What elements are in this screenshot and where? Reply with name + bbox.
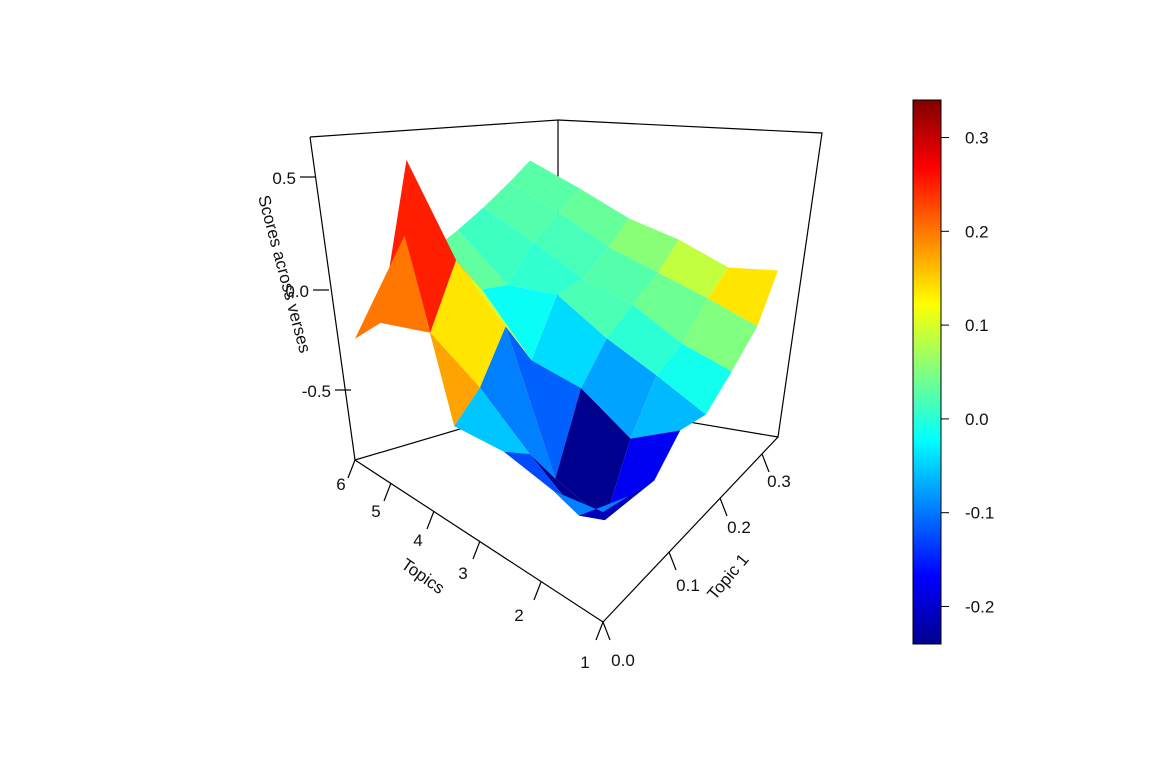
topic1-tick (602, 621, 611, 641)
surface-facet (582, 247, 659, 305)
surface-facet (707, 267, 778, 327)
topic1-axis-line (602, 436, 779, 623)
topics-tick-label: 4 (413, 531, 422, 550)
z-tick-label: 0.5 (272, 169, 296, 188)
surface-facet (457, 207, 534, 285)
topics-tick (533, 581, 542, 601)
surface-facet (555, 388, 631, 521)
surface-facet (507, 241, 583, 295)
surface-facet (531, 294, 607, 389)
z-tick-label: 0.0 (285, 282, 309, 301)
topic1-tick (761, 453, 770, 473)
colorbar-tick-label: 0.1 (965, 316, 989, 335)
surface-facet (606, 304, 683, 376)
colorbar-tick-label: 0.0 (965, 410, 989, 429)
surface-facet (479, 326, 556, 479)
box-front (354, 436, 779, 623)
surface-facet (604, 430, 681, 521)
topics-tick (426, 510, 435, 530)
surface-facet (454, 387, 530, 454)
surface-facet (505, 326, 582, 479)
topic1-tick-label: 0.3 (767, 472, 791, 491)
topics-tick-label: 1 (580, 653, 589, 672)
colorbar: 0.3 0.2 0.1 0.0 -0.1 -0.2 (912, 99, 994, 645)
surface-facet (553, 490, 629, 516)
topics-tick-label: 6 (336, 475, 345, 494)
topics-tick-label: 5 (371, 502, 380, 521)
topics-tick (472, 540, 481, 560)
topic1-tick-label: 0.1 (676, 576, 700, 595)
colorbar-tick-label: 0.2 (965, 222, 989, 241)
colorbar-tick-label: 0.3 (965, 129, 989, 148)
topic1-axis-title: Topic 1 (704, 550, 753, 603)
topics-tick (347, 459, 356, 479)
z-tick-label: -0.5 (302, 382, 331, 401)
surface-facet (533, 212, 609, 279)
surface-facet (559, 188, 630, 248)
colorbar-ticks: 0.3 0.2 0.1 0.0 -0.1 -0.2 (941, 129, 994, 616)
surface-facet (557, 278, 633, 339)
topics-tick-label: 2 (514, 606, 523, 625)
topics-tick (383, 482, 392, 502)
topics-tick-label: 3 (458, 564, 467, 583)
surface-facet (656, 343, 732, 415)
colorbar-gradient (912, 99, 942, 645)
surface-facet (456, 260, 532, 361)
topic1-tick-label: 0.0 (611, 651, 635, 670)
surface-facet (481, 284, 558, 361)
surface (355, 159, 778, 521)
z-axis-title: Scores across verses (254, 193, 314, 355)
colorbar-tick-label: -0.1 (965, 504, 994, 523)
surface-facet (355, 235, 431, 339)
z-axis: 0.5 0.0 -0.5 Scores across verses (254, 169, 351, 401)
surface-facet (658, 239, 729, 299)
colorbar-tick-label: -0.2 (965, 597, 994, 616)
surface-facet (630, 375, 706, 439)
surface-facet (608, 218, 679, 273)
topic1-tick (719, 497, 728, 517)
surface-facet (483, 182, 560, 242)
surface-facet (632, 272, 708, 344)
surface-facet (579, 480, 655, 521)
topics-axis-title: Topics (398, 555, 448, 598)
surface-facet (682, 298, 758, 372)
topics-axis-line (354, 459, 604, 623)
topic1-tick (668, 551, 677, 571)
surface-facet (432, 229, 508, 290)
topics-tick (595, 621, 604, 641)
topic1-tick-label: 0.2 (727, 518, 751, 537)
surface-facet (581, 338, 657, 439)
surface-facet (404, 235, 480, 427)
surface-facet (509, 160, 580, 213)
surface-facet (430, 260, 506, 388)
